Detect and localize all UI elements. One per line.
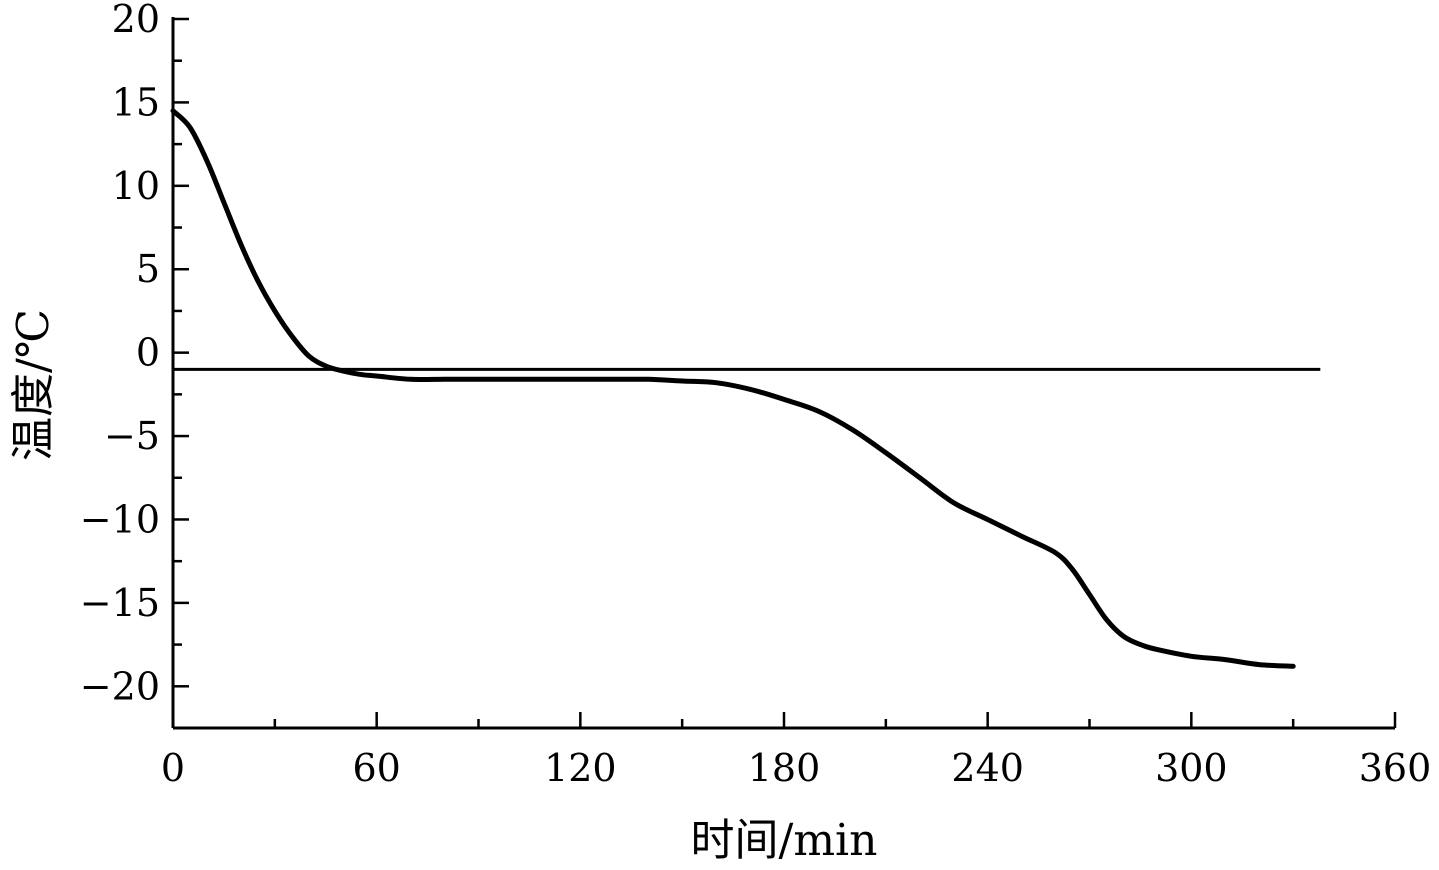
data-point <box>1156 648 1159 651</box>
x-tick-label: 360 <box>1359 746 1432 790</box>
data-point <box>477 378 480 381</box>
data-point <box>1088 593 1091 596</box>
data-point <box>325 365 327 367</box>
data-point <box>1054 552 1057 554</box>
data-point <box>443 378 446 381</box>
x-tick-label: 60 <box>352 746 400 790</box>
y-tick-label: −15 <box>80 581 160 625</box>
data-point <box>308 355 310 357</box>
x-tick-label: 120 <box>544 746 617 790</box>
data-point <box>1139 643 1142 646</box>
x-tick-label: 0 <box>161 746 185 790</box>
data-point <box>1292 665 1294 668</box>
data-point <box>172 110 174 112</box>
data-point <box>409 378 412 381</box>
x-tick-label: 240 <box>951 746 1024 790</box>
data-point <box>189 126 191 129</box>
data-point <box>511 378 514 381</box>
data-point <box>274 310 276 312</box>
y-tick-label: 20 <box>112 0 160 41</box>
data-point <box>1071 568 1074 571</box>
data-point <box>1105 618 1108 621</box>
data-point <box>986 518 989 521</box>
data-point <box>206 160 208 162</box>
data-point <box>341 370 344 372</box>
y-axis-title: 温度/℃ <box>8 309 59 461</box>
data-point <box>851 428 853 431</box>
data-point <box>223 201 225 204</box>
series-line <box>170 108 1296 669</box>
y-tick-label: −5 <box>104 414 160 458</box>
data-point <box>1190 655 1193 658</box>
data-point <box>291 335 293 337</box>
data-point <box>240 243 242 245</box>
y-tick-label: 15 <box>112 80 160 124</box>
data-point <box>919 477 921 479</box>
data-point <box>715 381 717 384</box>
y-tick-label: −20 <box>80 664 160 708</box>
data-point <box>885 451 887 454</box>
data-point <box>1122 635 1125 637</box>
x-tick-label: 300 <box>1155 746 1228 790</box>
y-tick-label: 5 <box>136 247 160 291</box>
data-point <box>257 280 259 282</box>
y-tick-label: 10 <box>112 164 160 208</box>
data-point <box>1020 535 1023 537</box>
data-point <box>1224 658 1227 661</box>
data-point <box>1258 663 1260 666</box>
data-point <box>783 398 785 401</box>
x-axis-title: 时间/min <box>691 815 878 865</box>
data-point <box>681 380 683 382</box>
x-tick-label: 180 <box>748 746 821 790</box>
data-point <box>647 378 649 381</box>
y-tick-label: −10 <box>80 497 160 541</box>
data-point <box>358 373 361 376</box>
data-point <box>749 388 751 391</box>
data-point <box>952 502 955 504</box>
data-point <box>817 410 819 412</box>
data-point <box>545 378 548 381</box>
data-point <box>375 375 378 377</box>
data-point <box>613 378 616 381</box>
data-point <box>579 378 582 381</box>
y-tick-label: 0 <box>136 331 160 375</box>
